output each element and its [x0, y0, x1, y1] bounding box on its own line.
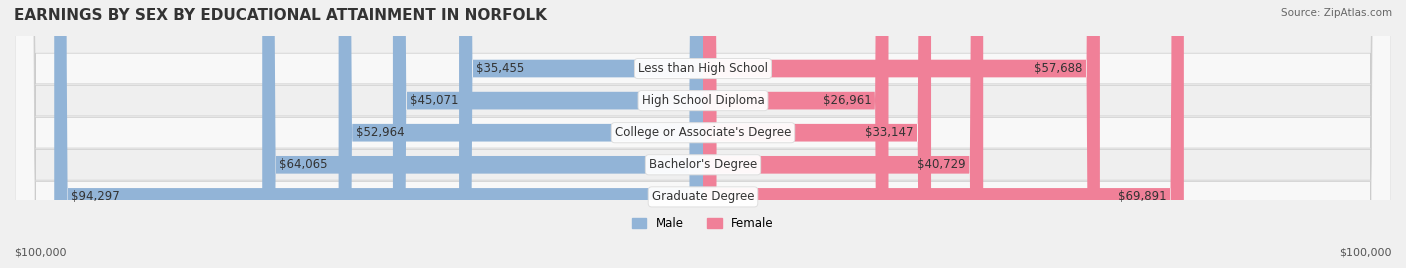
FancyBboxPatch shape [15, 0, 1391, 268]
Text: $26,961: $26,961 [823, 94, 872, 107]
FancyBboxPatch shape [263, 0, 703, 268]
FancyBboxPatch shape [15, 0, 1391, 268]
FancyBboxPatch shape [339, 0, 703, 268]
Text: $40,729: $40,729 [917, 158, 966, 171]
Text: $69,891: $69,891 [1118, 190, 1167, 203]
Text: $35,455: $35,455 [477, 62, 524, 75]
Legend: Male, Female: Male, Female [633, 217, 773, 230]
Text: Less than High School: Less than High School [638, 62, 768, 75]
FancyBboxPatch shape [392, 0, 703, 268]
Text: College or Associate's Degree: College or Associate's Degree [614, 126, 792, 139]
Text: Graduate Degree: Graduate Degree [652, 190, 754, 203]
Text: $57,688: $57,688 [1035, 62, 1083, 75]
Text: Source: ZipAtlas.com: Source: ZipAtlas.com [1281, 8, 1392, 18]
FancyBboxPatch shape [703, 0, 983, 268]
FancyBboxPatch shape [15, 0, 1391, 268]
Text: Bachelor's Degree: Bachelor's Degree [650, 158, 756, 171]
FancyBboxPatch shape [15, 0, 1391, 268]
Text: $100,000: $100,000 [1340, 247, 1392, 257]
FancyBboxPatch shape [703, 0, 931, 268]
Text: $64,065: $64,065 [280, 158, 328, 171]
Text: $45,071: $45,071 [411, 94, 458, 107]
Text: High School Diploma: High School Diploma [641, 94, 765, 107]
Text: $52,964: $52,964 [356, 126, 405, 139]
FancyBboxPatch shape [55, 0, 703, 268]
FancyBboxPatch shape [703, 0, 1099, 268]
Text: $100,000: $100,000 [14, 247, 66, 257]
FancyBboxPatch shape [15, 0, 1391, 268]
FancyBboxPatch shape [703, 0, 889, 268]
FancyBboxPatch shape [460, 0, 703, 268]
Text: $33,147: $33,147 [865, 126, 914, 139]
Text: $94,297: $94,297 [72, 190, 120, 203]
Text: EARNINGS BY SEX BY EDUCATIONAL ATTAINMENT IN NORFOLK: EARNINGS BY SEX BY EDUCATIONAL ATTAINMEN… [14, 8, 547, 23]
FancyBboxPatch shape [703, 0, 1184, 268]
